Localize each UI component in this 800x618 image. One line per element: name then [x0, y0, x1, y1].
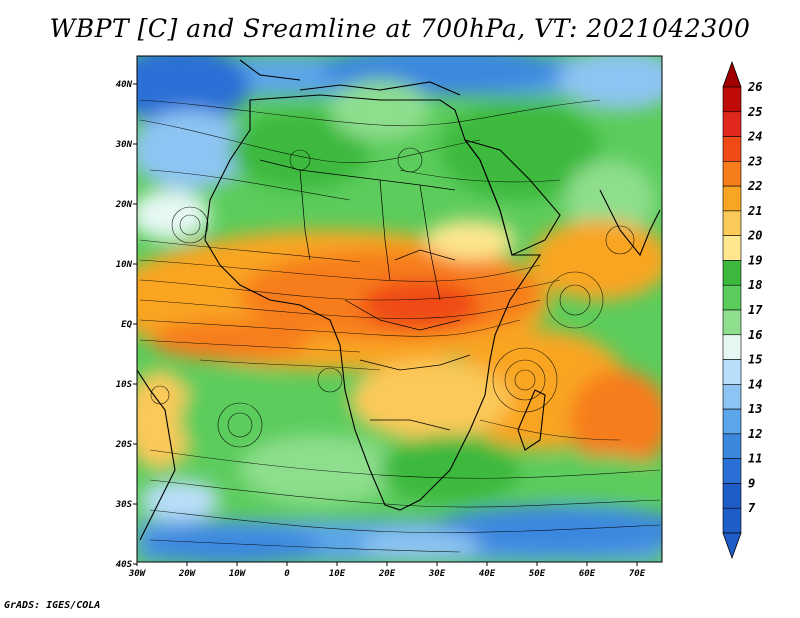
colorbar-label: 16: [748, 328, 762, 342]
lon-tick-label: 10E: [329, 569, 346, 579]
lon-tick-label: 0: [284, 569, 290, 579]
lat-tick-label: 10S: [116, 380, 133, 390]
colorbar-segment: [722, 161, 742, 187]
colorbar: 26 25 24 23 22 21 20 19 18 17 16 15 14 13 12 11 9 7: [722, 60, 763, 560]
colorbar-segment: [722, 483, 742, 509]
lat-tick-label: 20S: [115, 440, 133, 450]
colorbar-segment: [722, 309, 742, 336]
coastlines: [137, 59, 661, 541]
lon-tick-label: 30E: [428, 569, 446, 579]
colorbar-segment: [722, 235, 742, 261]
lon-tick-label: 20E: [378, 569, 396, 579]
plot-frame: [136, 55, 663, 563]
colorbar-segment: [722, 433, 742, 459]
lon-tick-label: 40E: [479, 569, 496, 579]
colorbar-min-arrow: [722, 532, 742, 560]
colorbar-label: 26: [747, 80, 762, 94]
colorbar-label: 19: [748, 253, 762, 267]
colorbar-label: 23: [747, 154, 762, 168]
lon-tick-label: 10W: [229, 569, 247, 579]
colorbar-label: 9: [748, 476, 755, 490]
lon-tick-label: 50E: [529, 569, 546, 579]
country-borders: [259, 159, 471, 431]
colorbar-segment: [722, 334, 742, 360]
colorbar-segment: [722, 507, 742, 534]
colorbar-max-arrow: [722, 60, 742, 88]
colorbar-label: 11: [748, 452, 762, 466]
colorbar-label: 12: [748, 427, 762, 441]
colorbar-segment: [722, 284, 742, 311]
streamlines: [139, 99, 661, 553]
colorbar-label: 24: [747, 130, 762, 144]
lat-tick-label: 30S: [115, 500, 133, 510]
colorbar-label: 14: [748, 377, 762, 391]
lat-tick-label: 10N: [116, 260, 133, 270]
colorbar-label: 7: [748, 501, 756, 515]
colorbar-segment: [722, 111, 742, 137]
lat-tick-label: 30N: [115, 140, 133, 150]
colorbar-segment: [722, 384, 742, 410]
colorbar-segment: [722, 210, 742, 236]
colorbar-label: 20: [747, 229, 762, 243]
grads-credit: GrADS: IGES/COLA: [4, 600, 101, 611]
latitude-axis: 40N 30N 20N 10N EQ 10S 20S 30S 40S: [115, 80, 137, 570]
lat-tick-label: 40N: [116, 80, 133, 90]
lon-tick-label: 70E: [629, 569, 646, 579]
colorbar-segment: [722, 86, 742, 113]
colorbar-segment: [722, 408, 742, 435]
colorbar-segment: [722, 458, 742, 484]
colorbar-segment: [722, 185, 742, 212]
wbpt-shaded-field: [137, 56, 662, 562]
longitude-axis: 30W 20W 10W 0 10E 20E 30E 40E 50E 60E 70E: [128, 562, 646, 579]
lat-tick-label: 40S: [116, 560, 133, 570]
colorbar-label: 15: [748, 353, 762, 367]
lon-tick-label: 30W: [128, 569, 147, 579]
colorbar-segment: [722, 260, 742, 286]
lat-tick-label: EQ: [121, 320, 132, 330]
colorbar-segment: [722, 359, 742, 385]
colorbar-label: 13: [748, 402, 762, 416]
lat-tick-label: 20N: [115, 200, 133, 210]
colorbar-label: 17: [748, 303, 763, 317]
lon-tick-label: 20W: [178, 569, 197, 579]
colorbar-label: 25: [747, 105, 762, 119]
colorbar-label: 21: [747, 204, 762, 218]
colorbar-segment: [722, 136, 742, 162]
colorbar-label: 18: [748, 278, 762, 292]
chart-title: WBPT [C] and Sreamline at 700hPa, VT: 20…: [49, 14, 751, 43]
colorbar-label: 22: [747, 179, 762, 193]
lon-tick-label: 60E: [579, 569, 596, 579]
